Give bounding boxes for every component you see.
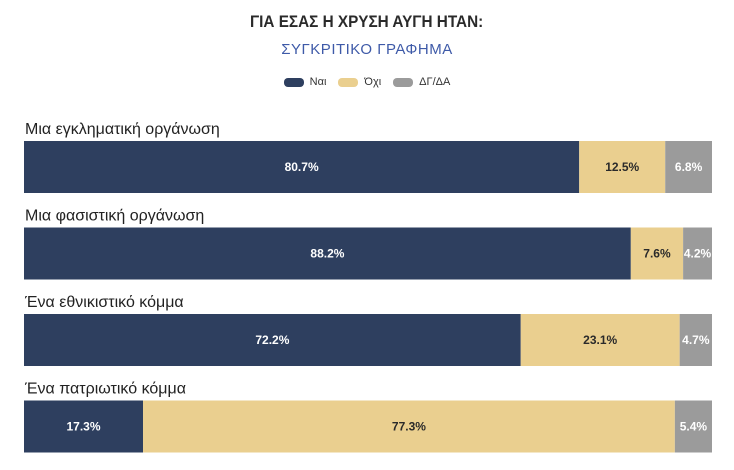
bar-segment-yes [24,314,521,366]
chart-subtitle: ΣΥΓΚΡΙΤΙΚΟ ΓΡΑΦΗΜΑ [281,41,453,58]
value-unit: % [90,420,101,434]
bar-segment-yes [24,400,144,453]
bar-segment-dont-know [679,314,712,366]
value-label-no: 23.1% [583,333,617,347]
value-label-no: 77.3% [392,420,426,434]
value-unit: % [660,247,671,261]
value-unit: % [415,420,426,434]
legend-swatch-no [338,77,359,87]
title-wrap: ΓΙΑ ΕΣΑΣ Η ΧΡΥΣΗ ΑΥΓΗ ΗΤΑΝ: [0,11,734,33]
value-number: 6.8 [675,160,692,174]
value-unit: % [607,333,618,347]
value-number: 17.3 [66,420,90,434]
value-label-yes: 17.3% [66,420,100,434]
bar-segment-dont-know [665,141,712,193]
legend-swatch-dont-know [393,77,414,87]
bar-segment-no [143,400,675,453]
value-number: 88.2 [310,247,334,261]
value-label-dont-know: 5.4% [680,420,708,434]
value-label-yes: 88.2% [310,247,344,261]
legend-item-no: Όχι [338,75,381,89]
value-number: 77.3 [392,420,416,434]
value-label-dont-know: 4.7% [682,333,710,347]
value-number: 5.4 [680,420,697,434]
legend-label-yes: Ναι [309,76,327,88]
legend: Ναι Όχι ΔΓ/ΔΑ [0,75,734,89]
value-label-dont-know: 6.8% [675,160,703,174]
bar-segment-no [579,141,666,193]
legend-item-yes: Ναι [283,75,327,89]
value-unit: % [699,333,710,347]
value-unit: % [701,247,712,261]
value-unit: % [629,160,640,174]
value-number: 4.2 [684,247,701,261]
value-label-yes: 72.2% [255,333,289,347]
value-label-dont-know: 4.2% [684,247,712,261]
value-number: 23.1 [583,333,607,347]
bar-segment-yes [24,141,580,193]
category-label: Ένα εθνικιστικό κόμμα [24,294,184,311]
legend-swatch-yes [283,77,304,87]
value-number: 12.5 [605,160,629,174]
category-label: Μια φασιστική οργάνωση [25,208,204,225]
chart-title: ΓΙΑ ΕΣΑΣ Η ΧΡΥΣΗ ΑΥΓΗ ΗΤΑΝ: [250,12,484,31]
value-label-no: 7.6% [643,247,671,261]
value-unit: % [692,160,703,174]
value-number: 80.7 [285,160,309,174]
value-number: 72.2 [255,333,279,347]
value-unit: % [279,333,290,347]
value-unit: % [334,247,345,261]
value-unit: % [308,160,319,174]
value-number: 7.6 [643,247,660,261]
category-label: Μια εγκληματική οργάνωση [25,121,220,138]
bar-segment-no [630,227,684,280]
legend-item-dont-know: ΔΓ/ΔΑ [393,75,450,89]
value-number: 4.7 [682,333,699,347]
bar-segment-yes [24,227,631,280]
category-label: Ένα πατριωτικό κόμμα [24,381,186,398]
legend-label-dont-know: ΔΓ/ΔΑ [419,76,451,88]
value-label-no: 12.5% [605,160,639,174]
bar-segment-dont-know [683,227,712,280]
value-label-yes: 80.7% [285,160,319,174]
bar-segment-no [520,314,680,366]
bar-segment-dont-know [674,400,712,453]
value-unit: % [696,420,707,434]
legend-label-no: Όχι [364,76,382,88]
